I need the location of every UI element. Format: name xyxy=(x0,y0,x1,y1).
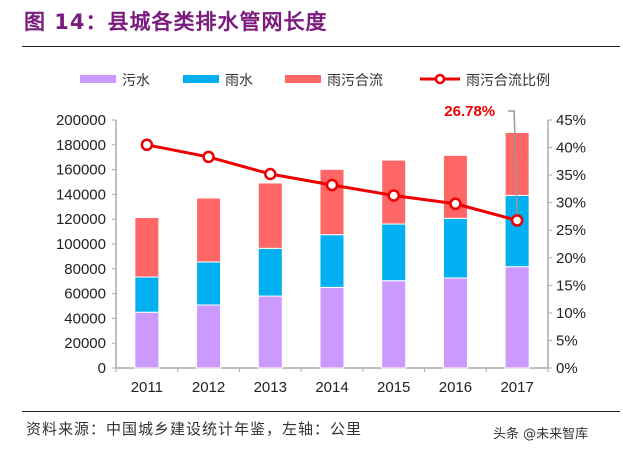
source-divider xyxy=(22,411,620,412)
x-tick-label: 2017 xyxy=(500,379,533,396)
bar-雨污合流 xyxy=(134,216,160,278)
source-note: 资料来源：中国城乡建设统计年鉴，左轴：公里 xyxy=(26,420,363,438)
legend-label: 雨污合流 xyxy=(327,72,383,88)
left-tick-label: 80000 xyxy=(64,261,106,278)
ratio-point xyxy=(202,150,215,164)
right-tick-label: 15% xyxy=(556,277,586,294)
x-tick-label: 2015 xyxy=(377,379,410,396)
ratio-point xyxy=(325,178,339,192)
ratio-point xyxy=(140,138,154,152)
left-tick-label: 200000 xyxy=(56,112,106,129)
title-divider xyxy=(22,46,620,47)
left-tick-label: 60000 xyxy=(64,286,106,303)
x-tick-label: 2014 xyxy=(315,379,348,396)
right-tick-label: 20% xyxy=(556,250,586,267)
right-tick-label: 10% xyxy=(556,305,586,322)
bar-污水 xyxy=(381,280,407,369)
right-tick-label: 40% xyxy=(556,140,586,157)
legend-label: 雨污合流比例 xyxy=(466,72,550,88)
ratio-point xyxy=(510,214,524,227)
bar-污水 xyxy=(134,311,160,369)
left-tick-label: 100000 xyxy=(56,236,106,253)
left-tick-label: 40000 xyxy=(64,310,106,327)
x-tick-label: 2013 xyxy=(254,379,287,396)
bar-雨水 xyxy=(196,261,222,306)
left-tick-label: 140000 xyxy=(56,186,106,203)
right-tick-label: 5% xyxy=(556,332,578,349)
bar-污水 xyxy=(196,304,222,369)
bar-雨水 xyxy=(381,223,407,282)
bar-雨水 xyxy=(319,234,345,288)
annotation-label: 26.78% xyxy=(444,103,495,120)
left-tick-label: 20000 xyxy=(64,335,106,352)
bar-雨水 xyxy=(257,247,283,297)
legend-label: 雨水 xyxy=(225,72,253,88)
bar-雨水 xyxy=(134,276,160,313)
legend-marker xyxy=(434,73,446,85)
watermark: 头条 @未来智库 xyxy=(493,427,589,442)
bar-污水 xyxy=(319,286,345,369)
left-tick-label: 120000 xyxy=(56,211,106,228)
legend-swatch-雨污合流 xyxy=(285,75,321,83)
bar-雨污合流 xyxy=(257,182,283,249)
left-tick-label: 180000 xyxy=(56,137,106,154)
annotation-leader xyxy=(508,110,518,221)
legend-swatch-雨水 xyxy=(183,75,219,83)
bar-雨污合流 xyxy=(196,197,222,263)
left-tick-label: 160000 xyxy=(56,162,106,179)
bar-雨污合流 xyxy=(504,131,530,196)
left-tick-label: 0 xyxy=(98,360,106,377)
right-tick-label: 30% xyxy=(556,195,586,212)
bar-污水 xyxy=(257,295,283,369)
chart-title: 图 14：县城各类排水管网长度 xyxy=(24,10,328,34)
ratio-point xyxy=(449,197,462,211)
legend-label: 污水 xyxy=(122,72,150,88)
right-tick-label: 35% xyxy=(556,167,586,184)
bar-污水 xyxy=(504,266,530,369)
x-tick-label: 2011 xyxy=(131,379,163,396)
legend-swatch-污水 xyxy=(80,75,116,83)
right-tick-label: 45% xyxy=(556,112,586,129)
ratio-point xyxy=(264,167,277,181)
right-tick-label: 25% xyxy=(556,222,586,239)
bar-污水 xyxy=(442,277,468,369)
x-tick-label: 2012 xyxy=(192,379,225,396)
right-tick-label: 0% xyxy=(556,360,578,377)
ratio-point xyxy=(387,189,400,202)
bar-雨水 xyxy=(442,217,468,279)
x-tick-label: 2016 xyxy=(439,379,472,396)
